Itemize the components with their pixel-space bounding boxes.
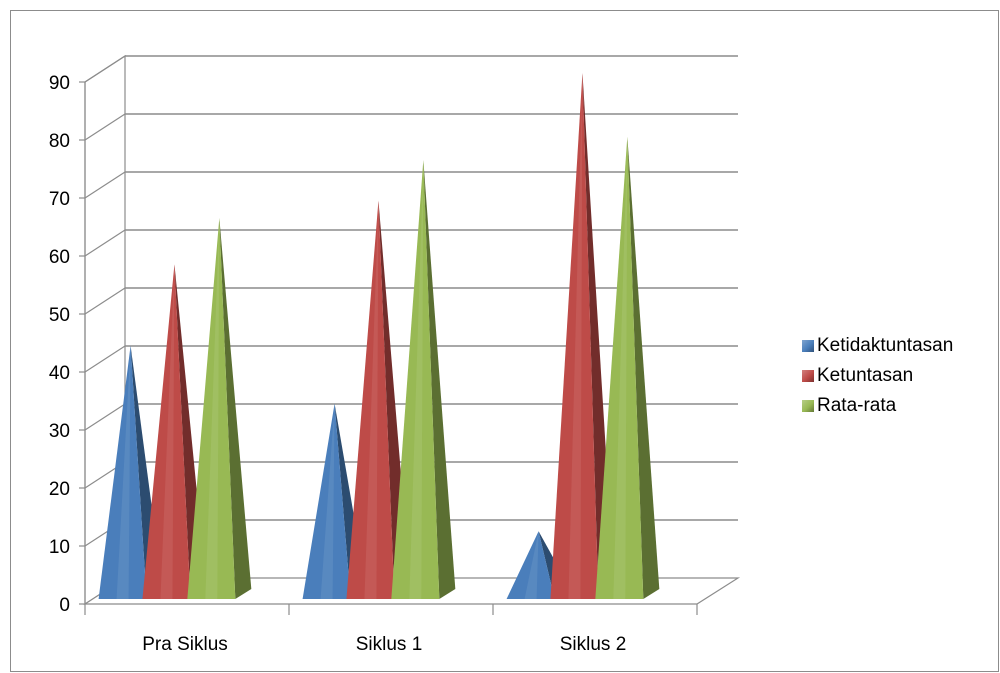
gridline-depth	[84, 55, 126, 83]
bar-front-face	[142, 264, 191, 599]
legend-label: Ketuntasan	[817, 365, 914, 386]
bar-highlight	[524, 531, 539, 599]
legend-label: Rata-rata	[817, 395, 897, 416]
bar	[187, 218, 252, 599]
y-tick-label: 10	[49, 537, 70, 558]
bar-highlight	[205, 218, 220, 599]
bar-side-face	[423, 160, 456, 599]
bar	[391, 160, 456, 599]
y-tick-label: 70	[49, 189, 70, 210]
gridline-depth	[84, 345, 126, 373]
bar-front-face	[550, 73, 599, 599]
legend: Ketidaktuntasan Ketuntasan Rata-rata	[802, 331, 953, 421]
gridline-depth	[84, 229, 126, 257]
x-axis: Pra Siklus Siklus 1 Siklus 2	[84, 604, 698, 655]
bar-side-face	[627, 136, 660, 600]
legend-swatch	[802, 400, 814, 412]
bar-front-face	[187, 218, 236, 599]
bar-front-face	[346, 200, 395, 599]
y-tick-label: 80	[49, 131, 70, 152]
y-tick-label: 40	[49, 363, 70, 384]
y-tick-label: 50	[49, 305, 70, 326]
bar-highlight	[160, 264, 175, 599]
bar-highlight	[409, 160, 424, 599]
x-tick-label: Siklus 1	[356, 634, 423, 655]
bar-front-face	[391, 160, 440, 599]
bar-highlight	[320, 403, 335, 599]
y-tick-label: 0	[59, 595, 70, 616]
bar-front-face	[506, 531, 555, 599]
bar-highlight	[364, 200, 379, 599]
bar-front-face	[302, 403, 351, 599]
gridline-depth	[84, 113, 126, 141]
y-tick-label: 20	[49, 479, 70, 500]
legend-item: Ketuntasan	[802, 361, 953, 391]
legend-swatch	[802, 370, 814, 382]
gridline-depth	[84, 287, 126, 315]
y-tick-label: 90	[49, 73, 70, 94]
bar-front-face	[98, 345, 147, 599]
y-tick-label: 30	[49, 421, 70, 442]
legend-item: Rata-rata	[802, 391, 953, 421]
bar-highlight	[568, 73, 583, 599]
bar-highlight	[116, 345, 131, 599]
bar-front-face	[595, 136, 644, 600]
bar	[595, 136, 660, 600]
bars	[98, 73, 660, 600]
gridline-depth	[84, 171, 126, 199]
y-tick-label: 60	[49, 247, 70, 268]
bar-highlight	[613, 136, 628, 600]
legend-item: Ketidaktuntasan	[802, 331, 953, 361]
bar-side-face	[219, 218, 252, 599]
legend-label: Ketidaktuntasan	[817, 335, 954, 356]
y-axis-ticks: 0 10 20 30 40 50 60 70 80 90	[49, 73, 86, 616]
gridline-depth	[84, 403, 126, 431]
x-tick-label: Siklus 2	[560, 634, 627, 655]
x-tick-label: Pra Siklus	[142, 634, 228, 655]
legend-swatch	[802, 340, 814, 352]
